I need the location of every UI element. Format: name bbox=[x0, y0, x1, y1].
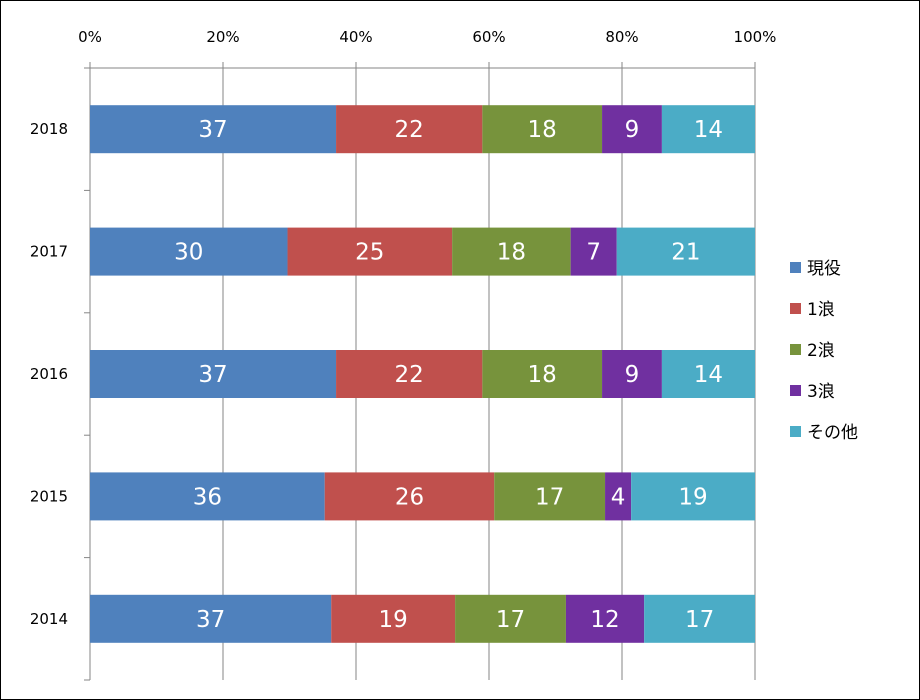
data-label: 37 bbox=[198, 362, 227, 388]
data-label: 9 bbox=[625, 117, 640, 143]
y-category-label: 2017 bbox=[30, 243, 68, 261]
bar-segment bbox=[287, 227, 453, 276]
data-label: 9 bbox=[625, 362, 640, 388]
data-label: 18 bbox=[528, 117, 557, 143]
data-label: 30 bbox=[174, 240, 203, 266]
bar-segment bbox=[90, 105, 337, 154]
x-tick-label: 60% bbox=[472, 28, 505, 46]
data-label: 4 bbox=[611, 484, 626, 510]
x-tick-label: 80% bbox=[605, 28, 638, 46]
bar-segment bbox=[616, 227, 755, 276]
data-label: 17 bbox=[496, 607, 525, 633]
bar-segment bbox=[452, 227, 571, 276]
data-label: 18 bbox=[497, 240, 526, 266]
x-tick-label: 20% bbox=[206, 28, 239, 46]
data-label: 19 bbox=[379, 607, 408, 633]
bar-segment bbox=[90, 472, 325, 521]
legend-swatch bbox=[790, 262, 801, 273]
bar-segment bbox=[336, 105, 483, 154]
bar-segment bbox=[336, 350, 483, 398]
data-label: 37 bbox=[198, 117, 227, 143]
bar-segment bbox=[90, 594, 332, 643]
y-category-label: 2015 bbox=[30, 487, 68, 505]
data-label: 12 bbox=[590, 607, 619, 633]
legend-swatch bbox=[790, 426, 801, 437]
data-label: 25 bbox=[355, 240, 384, 266]
legend-swatch bbox=[790, 303, 801, 314]
data-label: 7 bbox=[586, 240, 601, 266]
bar-segment bbox=[570, 227, 617, 276]
legend-label: 2浪 bbox=[807, 341, 835, 361]
data-label: 18 bbox=[528, 362, 557, 388]
legend-label: 3浪 bbox=[807, 382, 835, 402]
bar-segment bbox=[565, 594, 645, 643]
legend-label: その他 bbox=[807, 423, 858, 443]
data-label: 26 bbox=[395, 484, 424, 510]
data-label: 36 bbox=[193, 484, 222, 510]
bar-segment bbox=[331, 594, 456, 643]
data-label: 21 bbox=[671, 240, 700, 266]
bar-segment bbox=[644, 594, 755, 643]
bar-segment bbox=[661, 350, 755, 398]
legend-swatch bbox=[790, 385, 801, 396]
bar-segment bbox=[602, 105, 662, 154]
data-label: 14 bbox=[694, 362, 723, 388]
legend-label: 現役 bbox=[807, 259, 841, 279]
x-tick-label: 0% bbox=[78, 28, 102, 46]
data-label: 22 bbox=[395, 117, 424, 143]
data-label: 19 bbox=[678, 484, 707, 510]
bar-segment bbox=[455, 594, 566, 643]
bar-segment bbox=[90, 350, 337, 398]
bar-segment bbox=[605, 472, 632, 521]
y-category-label: 2014 bbox=[30, 610, 68, 628]
x-tick-label: 40% bbox=[339, 28, 372, 46]
bar-segment bbox=[494, 472, 606, 521]
data-label: 22 bbox=[395, 362, 424, 388]
bar-segment bbox=[482, 350, 603, 398]
bar-segment bbox=[602, 350, 662, 398]
bar-segment bbox=[631, 472, 755, 521]
data-label: 17 bbox=[685, 607, 714, 633]
data-label: 37 bbox=[196, 607, 225, 633]
legend-swatch bbox=[790, 344, 801, 355]
bar-segment bbox=[90, 227, 288, 276]
data-label: 17 bbox=[535, 484, 564, 510]
y-category-label: 2018 bbox=[30, 120, 68, 138]
data-label: 14 bbox=[694, 117, 723, 143]
x-tick-label: 100% bbox=[734, 28, 777, 46]
bar-segment bbox=[661, 105, 755, 154]
y-category-label: 2016 bbox=[30, 365, 68, 383]
legend-label: 1浪 bbox=[807, 300, 835, 320]
bar-segment bbox=[482, 105, 603, 154]
bar-segment bbox=[324, 472, 495, 521]
